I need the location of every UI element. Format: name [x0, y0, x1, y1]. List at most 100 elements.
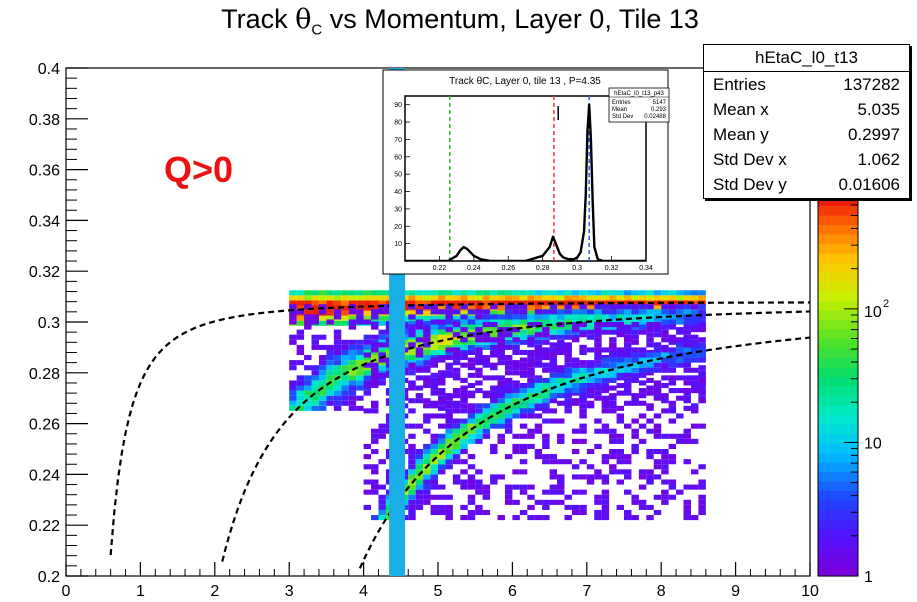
heatmap-cell [363, 290, 372, 296]
heatmap-cell [467, 344, 476, 350]
heatmap-cell [356, 365, 364, 371]
heatmap-cell [571, 362, 580, 368]
heatmap-cell [445, 433, 453, 439]
heatmap-cell [571, 509, 580, 516]
heatmap-cell [594, 515, 602, 521]
heatmap-cell [348, 319, 357, 325]
heatmap-cell [408, 509, 416, 516]
heatmap-cell [311, 370, 319, 376]
heatmap-cell [519, 403, 528, 409]
heatmap-cell [512, 309, 520, 315]
heatmap-cell [289, 385, 297, 391]
heatmap-cell [579, 344, 587, 350]
heatmap-cell [668, 443, 677, 449]
heatmap-cell [311, 405, 319, 411]
inset-y-tick-label: 10 [394, 241, 402, 248]
stats-label: Entries [713, 75, 766, 94]
heatmap-cell [296, 375, 305, 381]
heatmap-cell [676, 395, 684, 401]
heatmap-cell [557, 400, 565, 406]
heatmap-cell [318, 405, 327, 411]
palette-segment [818, 462, 858, 473]
heatmap-cell [527, 515, 535, 521]
heatmap-cell [423, 459, 431, 465]
heatmap-cell [363, 489, 372, 495]
x-tick-label: 9 [731, 583, 740, 600]
heatmap-cell [482, 423, 491, 429]
heatmap-cell [423, 315, 431, 321]
heatmap-cell [423, 469, 431, 475]
heatmap-cell [527, 337, 535, 343]
heatmap-cell [594, 337, 602, 343]
heatmap-cell [504, 377, 513, 383]
heatmap-cell [289, 295, 297, 301]
heatmap-cell [304, 380, 312, 386]
heatmap-cell [527, 494, 535, 500]
heatmap-cell [504, 428, 513, 434]
heatmap-cell [452, 309, 461, 315]
title-prefix: Track [221, 4, 296, 34]
heatmap-cell [430, 494, 438, 500]
heatmap-cell [646, 449, 654, 455]
heatmap-cell [594, 290, 602, 296]
heatmap-cell [289, 380, 297, 386]
heatmap-cell [475, 489, 483, 495]
heatmap-cell [609, 304, 617, 310]
heatmap-cell [356, 395, 364, 401]
heatmap-cell [445, 454, 453, 460]
heatmap-cell [341, 349, 349, 356]
heatmap-cell [653, 322, 662, 328]
heatmap-cell [438, 377, 446, 383]
heatmap-cell [586, 393, 595, 399]
heatmap-cell [534, 309, 543, 315]
heatmap-cell [497, 515, 505, 521]
heatmap-cell [460, 349, 468, 356]
heatmap-cell [609, 408, 617, 414]
heatmap-cell [363, 349, 372, 356]
heatmap-cell [445, 334, 453, 340]
heatmap-cell [512, 380, 520, 386]
heatmap-cell [356, 355, 364, 361]
heatmap-cell [668, 339, 677, 345]
heatmap-cell [423, 418, 431, 424]
heatmap-cell [527, 428, 535, 434]
heatmap-cell [482, 337, 491, 343]
heatmap-cell [475, 509, 483, 516]
heatmap-cell [549, 454, 558, 460]
heatmap-cell [512, 295, 520, 301]
heatmap-cell [690, 319, 699, 325]
heatmap-cell [348, 395, 357, 401]
heatmap-cell [638, 474, 647, 480]
heatmap-cell [482, 413, 491, 419]
heatmap-cell [534, 423, 543, 429]
heatmap-cell [676, 295, 684, 301]
heatmap-cell [445, 395, 453, 401]
heatmap-cell [304, 314, 312, 320]
heatmap-cell [482, 295, 491, 301]
heatmap-cell [356, 344, 364, 350]
heatmap-cell [512, 314, 520, 320]
heatmap-cell [557, 324, 565, 330]
heatmap-cell [460, 443, 468, 449]
x-tick-label: 3 [285, 583, 294, 600]
palette-label: 10 [864, 435, 882, 452]
heatmap-cell [356, 309, 364, 315]
heatmap-cell [289, 300, 297, 306]
heatmap-cell [579, 290, 587, 296]
heatmap-cell [646, 332, 654, 338]
heatmap-cell [624, 459, 632, 465]
heatmap-cell [438, 319, 446, 325]
heatmap-cell [438, 494, 446, 500]
heatmap-cell [668, 459, 677, 465]
heatmap-cell [527, 290, 535, 296]
inset-y-tick-label: 20 [394, 224, 402, 231]
heatmap-cell [698, 314, 706, 320]
heatmap-cell [601, 423, 610, 429]
inset-x-tick-label: 0.24 [467, 265, 481, 272]
heatmap-cell [438, 344, 446, 350]
heatmap-cell [624, 319, 632, 325]
palette-segment [818, 443, 858, 454]
heatmap-cell [527, 433, 535, 439]
heatmap-cell [326, 344, 334, 350]
heatmap-cell [646, 309, 654, 315]
